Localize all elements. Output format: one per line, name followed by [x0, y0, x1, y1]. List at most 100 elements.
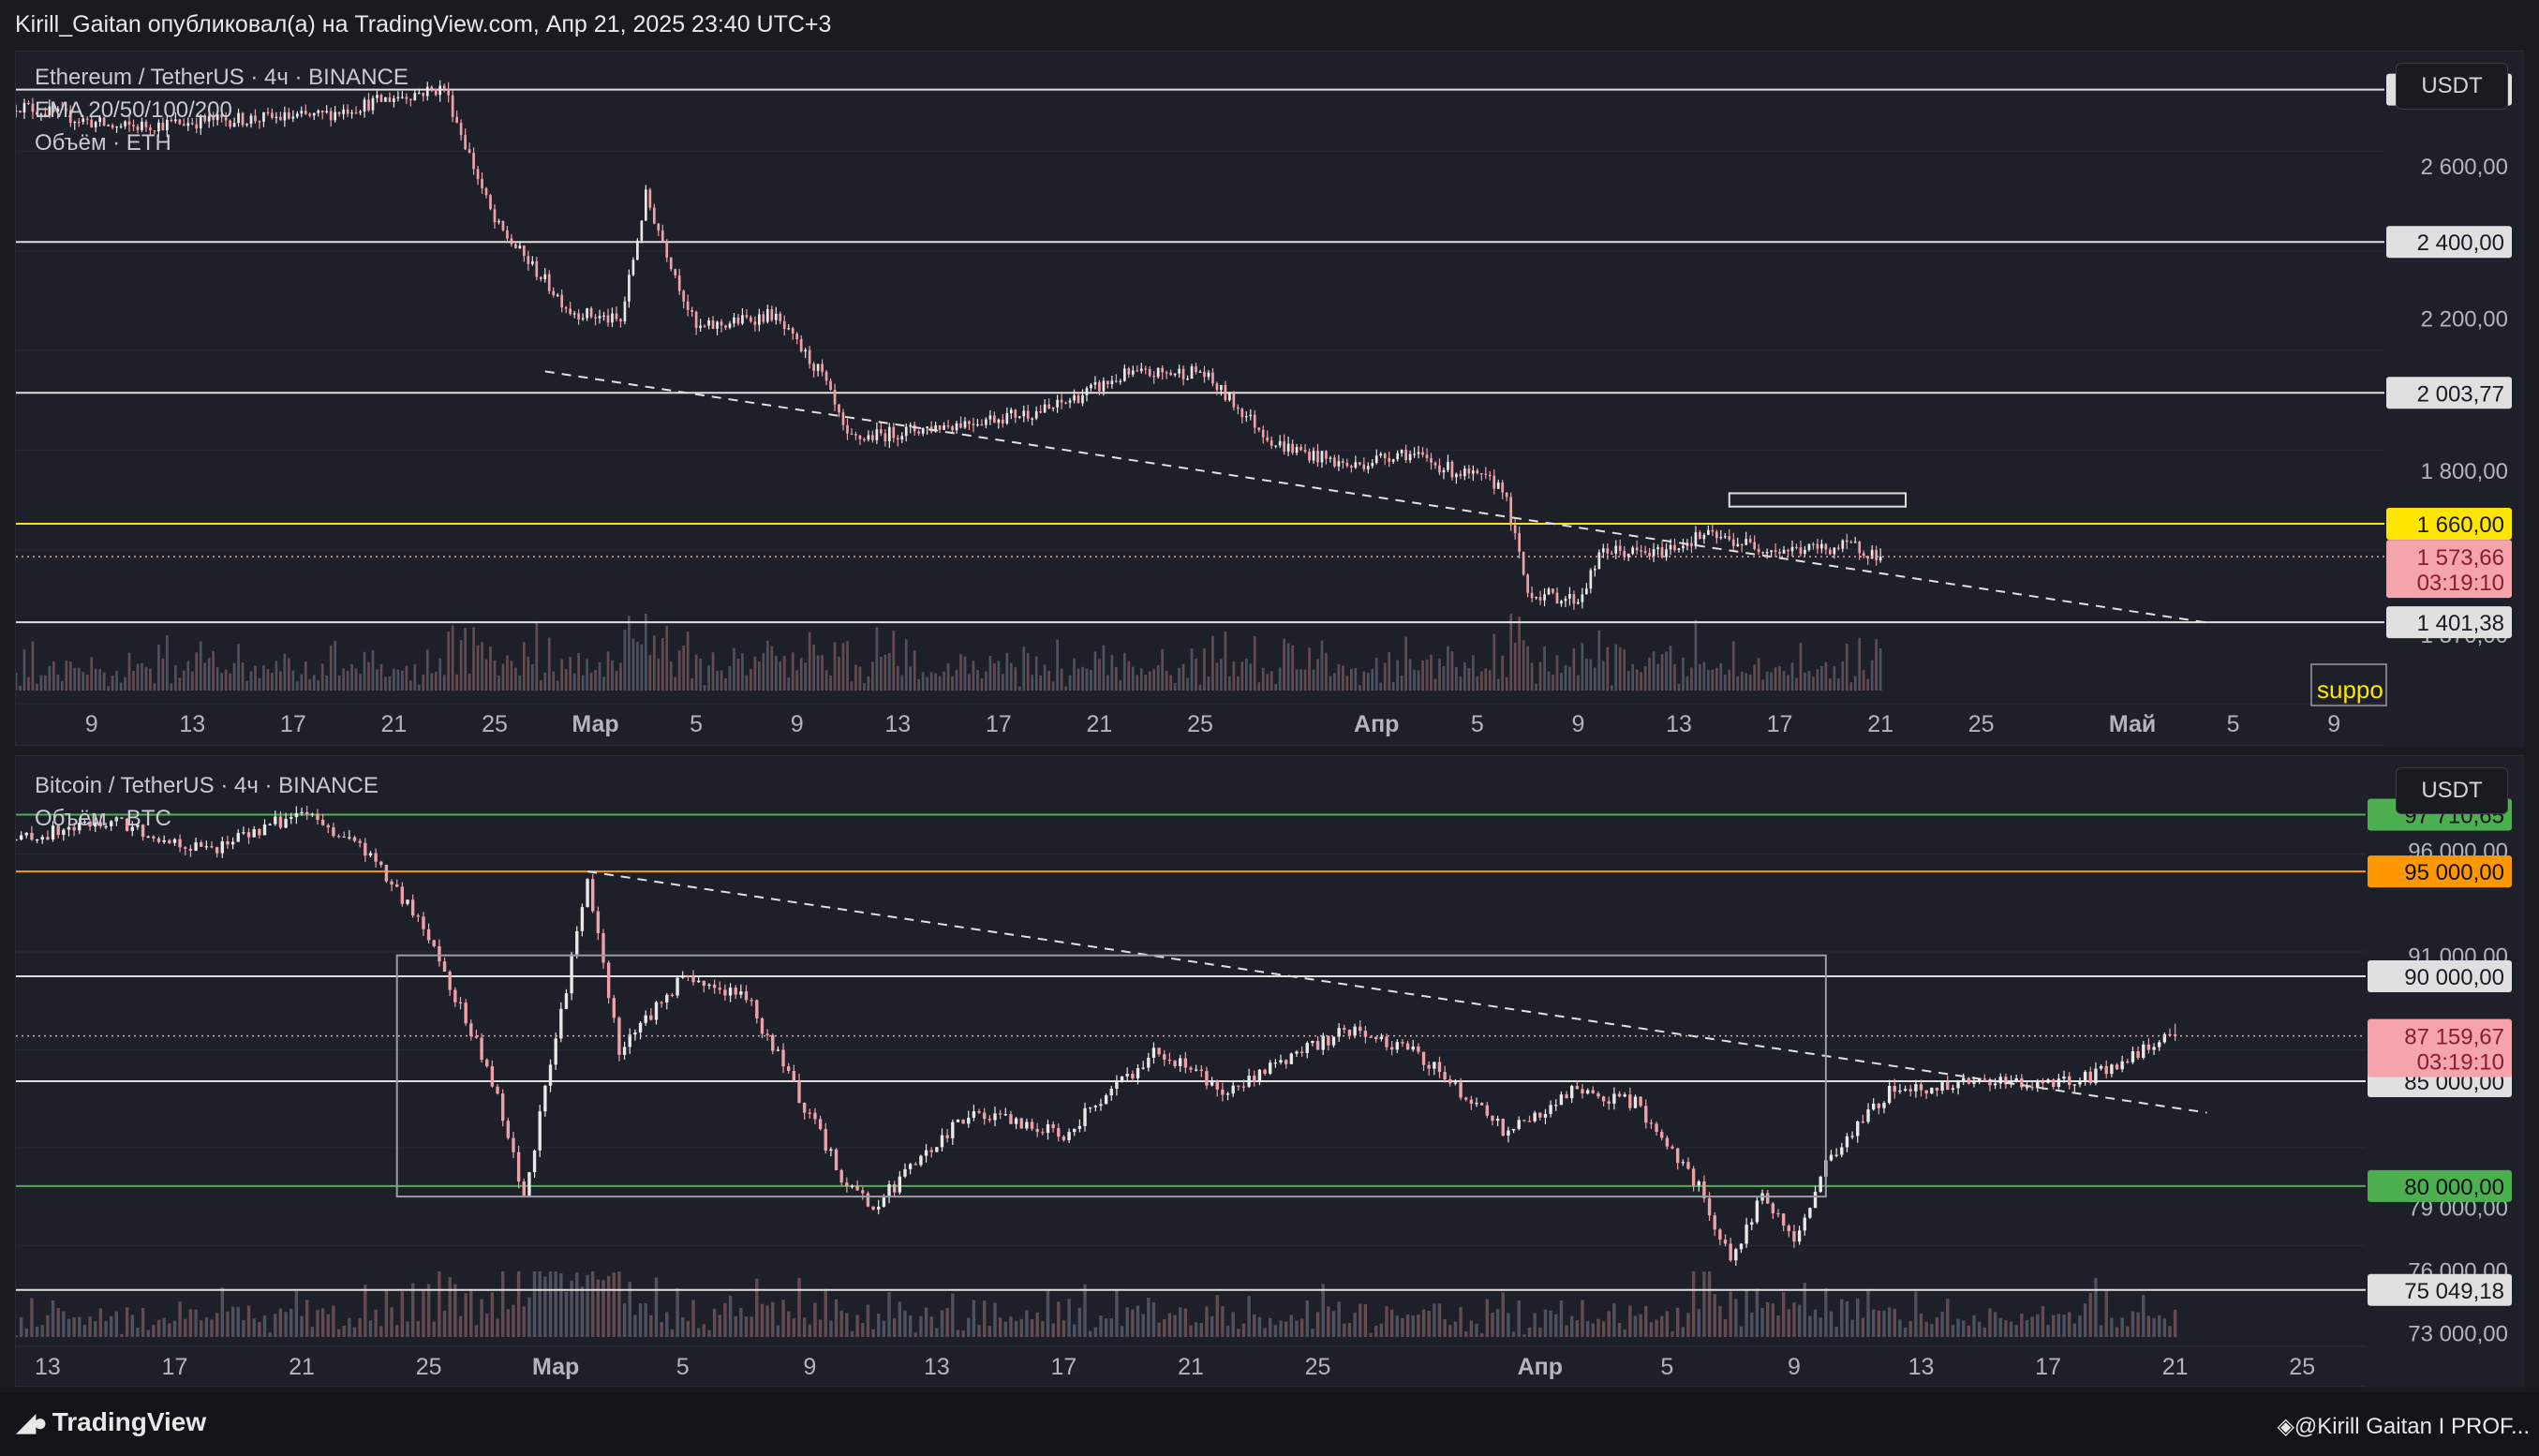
candle-body: [887, 426, 891, 442]
volume-bar: [983, 1300, 987, 1337]
volume-bar: [182, 670, 186, 691]
candle-body: [2162, 1033, 2167, 1043]
candle-body: [791, 328, 794, 334]
volume-bar: [1109, 1318, 1113, 1337]
candle-body: [1389, 1047, 1394, 1050]
candle-body: [1178, 368, 1180, 374]
candle-body: [983, 1112, 987, 1120]
candle-body: [379, 95, 383, 102]
volume-bar: [1459, 1306, 1463, 1337]
candle-body: [1199, 1069, 1203, 1072]
volume-bar: [1438, 658, 1441, 691]
volume-bar: [1787, 1309, 1790, 1337]
candle-body: [1169, 372, 1172, 376]
volume-bar: [329, 646, 333, 691]
volume-bar: [442, 1310, 447, 1337]
volume-bar: [24, 1328, 28, 1337]
candle-body: [1031, 418, 1034, 420]
volume-bar: [230, 1306, 235, 1337]
candle-body: [252, 828, 256, 838]
volume-bar: [670, 1329, 675, 1337]
volume-bar: [601, 1280, 605, 1337]
volume-bar: [1715, 667, 1718, 691]
volume-bar: [1840, 1299, 1844, 1337]
volume-bar: [1685, 676, 1689, 691]
candle-body: [274, 816, 277, 825]
volume-bar: [19, 686, 22, 691]
candle-body: [1003, 1114, 1007, 1116]
volume-bar: [2088, 1293, 2092, 1337]
candle-body: [1443, 1072, 1447, 1079]
eth-symbol-title[interactable]: Ethereum / TetherUS · 4ч · BINANCE: [35, 65, 408, 90]
volume-bar: [48, 665, 52, 691]
candle-body: [1505, 492, 1508, 498]
candle-body: [943, 425, 945, 430]
volume-bar: [2030, 1316, 2034, 1337]
candle-body: [24, 832, 28, 836]
candle-body: [1019, 1118, 1023, 1129]
volume-bar: [1321, 1284, 1325, 1337]
time-tick-label: 13: [1908, 1354, 1935, 1380]
volume-bar: [1308, 647, 1311, 691]
candle-body: [1690, 542, 1693, 547]
btc-symbol-title[interactable]: Bitcoin / TetherUS · 4ч · BINANCE: [35, 773, 379, 798]
volume-bar: [288, 658, 290, 691]
time-tick-label: 5: [1660, 1354, 1673, 1380]
volume-bar: [1765, 671, 1769, 691]
candle-body: [1303, 450, 1307, 452]
candle-body: [1189, 1067, 1193, 1070]
volume-bar: [1131, 1309, 1135, 1337]
volume-bar: [157, 645, 160, 691]
volume-bar: [432, 1321, 436, 1337]
btc-volume-legend[interactable]: Объём · BTC: [35, 806, 171, 831]
volume-bar: [67, 1318, 71, 1337]
tradingview-brand[interactable]: ◢● TradingView: [17, 1407, 206, 1437]
candle-body: [654, 1002, 659, 1020]
eth-volume-legend[interactable]: Объём · ETH: [35, 130, 171, 156]
candle-body: [442, 85, 446, 89]
volume-bar: [652, 635, 656, 691]
candle-body: [1342, 461, 1344, 463]
volume-bar: [961, 1330, 965, 1337]
candle-body: [900, 436, 904, 440]
volume-bar: [1530, 662, 1534, 691]
time-tick-label: 17: [986, 711, 1012, 737]
volume-bar: [458, 1315, 463, 1337]
candle-body: [1354, 462, 1358, 468]
volume-bar: [1450, 651, 1454, 691]
candle-body: [1559, 1094, 1564, 1106]
candle-body: [564, 307, 568, 309]
candle-body: [2120, 1061, 2124, 1070]
eth-currency-button[interactable]: USDT: [2396, 63, 2508, 110]
candle-body: [438, 85, 442, 96]
candle-body: [1729, 1243, 1732, 1261]
candle-body: [1748, 539, 1752, 542]
volume-bar: [1707, 669, 1710, 691]
volume-bar: [56, 1308, 60, 1337]
volume-bar: [527, 657, 530, 691]
candle-body: [1770, 550, 1773, 553]
candle-body: [1051, 407, 1055, 409]
eth-ema-legend[interactable]: EMA 20/50/100/200: [35, 97, 232, 123]
volume-bar: [85, 675, 89, 691]
volume-bar: [65, 661, 68, 691]
volume-bar: [1395, 1315, 1399, 1337]
eth-chart-pane[interactable]: 2 600,002 200,001 800,001 400,001 370,00…: [15, 51, 2525, 747]
volume-bar: [2173, 1309, 2177, 1337]
candle-body: [1841, 540, 1845, 549]
volume-bar: [1577, 675, 1580, 691]
annotation-label: suppo: [2317, 676, 2383, 704]
eth-chart[interactable]: 2 600,002 200,001 800,001 400,001 370,00…: [16, 52, 2525, 747]
btc-currency-button[interactable]: USDT: [2396, 767, 2508, 814]
candle-body: [1530, 592, 1534, 599]
volume-bar: [1606, 646, 1610, 691]
volume-bar: [149, 668, 152, 691]
candle-body: [1893, 1086, 1896, 1092]
volume-bar: [245, 680, 248, 691]
volume-bar: [1766, 1302, 1770, 1337]
candle-body: [1195, 366, 1197, 373]
volume-bar: [602, 676, 605, 691]
volume-bar: [1215, 662, 1219, 691]
